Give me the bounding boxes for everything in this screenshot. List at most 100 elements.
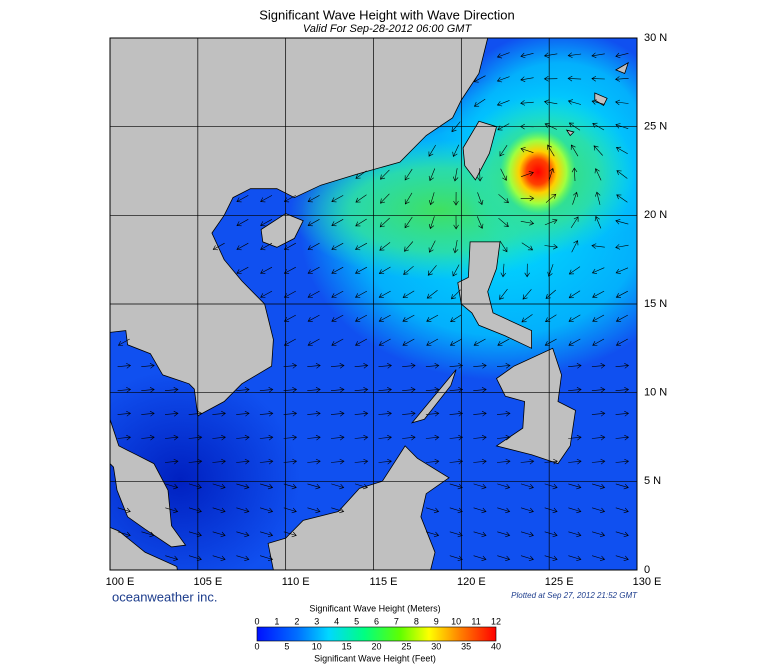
wave-arrow — [521, 171, 534, 177]
wave-arrow — [212, 434, 226, 441]
wave-arrow — [260, 507, 274, 514]
wave-arrow — [520, 531, 534, 538]
wave-arrow — [425, 434, 440, 441]
wave-arrow — [428, 240, 436, 253]
map-title: Significant Wave Height with Wave Direct… — [259, 7, 515, 22]
feet-tick-label: 40 — [491, 641, 501, 651]
map-subtitle: Valid For Sep-28-2012 06:00 GMT — [303, 23, 473, 35]
wave-arrow — [592, 555, 606, 561]
wave-arrow — [212, 555, 226, 561]
wave-arrow — [236, 555, 250, 561]
meters-tick-label: 3 — [314, 616, 319, 626]
wave-arrow — [283, 242, 296, 251]
wave-arrow — [236, 483, 250, 490]
wave-arrow — [404, 241, 414, 252]
wave-arrow — [283, 314, 296, 322]
wave-arrow — [355, 338, 368, 346]
wave-arrow — [498, 217, 509, 227]
wave-arrow — [331, 290, 344, 298]
wave-arrow — [283, 290, 296, 298]
lat-label: 25 N — [644, 121, 667, 133]
wave-arrow — [548, 167, 555, 181]
wave-arrow — [404, 192, 413, 205]
wave-arrow — [378, 410, 392, 417]
wave-arrow — [591, 75, 605, 82]
wave-arrow — [354, 434, 369, 441]
wave-arrow — [572, 191, 579, 205]
wave-arrow — [188, 555, 202, 561]
wave-arrow — [188, 458, 203, 465]
wave-arrow — [592, 338, 605, 346]
wave-arrow — [236, 387, 250, 393]
wave-arrow — [188, 531, 202, 538]
wave-arrow — [117, 363, 132, 369]
wave-arrow — [520, 76, 534, 82]
wave-arrow — [568, 458, 582, 465]
wave-arrow — [496, 100, 510, 107]
wave-arrow — [379, 217, 390, 228]
wave-arrow — [402, 338, 415, 346]
wave-arrow — [449, 338, 462, 346]
wave-arrow — [141, 531, 155, 538]
wave-arrow — [497, 338, 510, 346]
wave-arrow — [141, 434, 155, 441]
storm-core — [500, 130, 576, 214]
wave-arrow — [164, 458, 179, 465]
wave-arrow — [568, 531, 582, 538]
wave-arrow — [473, 458, 487, 465]
wave-arrow — [212, 483, 226, 490]
wave-arrow — [402, 387, 416, 393]
wave-arrow — [283, 483, 297, 490]
wave-arrow — [283, 507, 297, 514]
wave-arrow — [330, 434, 345, 441]
wave-arrow — [615, 244, 629, 250]
wave-arrow — [615, 555, 629, 561]
wave-arrow — [425, 387, 440, 393]
lat-label: 15 N — [644, 298, 667, 310]
wave-arrow — [615, 52, 629, 59]
wave-arrow — [212, 531, 226, 538]
wave-arrow — [544, 243, 558, 250]
wave-arrow — [591, 410, 606, 417]
wave-arrow — [568, 314, 581, 322]
wave-arrow — [477, 192, 484, 206]
wave-arrow — [520, 195, 535, 202]
wave-arrow — [354, 483, 368, 490]
wave-arrow — [452, 264, 460, 277]
wave-arrow — [615, 434, 630, 441]
wave-arrow — [477, 168, 483, 182]
feet-title: Significant Wave Height (Feet) — [314, 653, 436, 663]
wave-arrow — [615, 123, 629, 129]
wave-arrow — [404, 168, 413, 181]
wave-arrow — [188, 483, 202, 490]
wave-arrow — [570, 216, 579, 229]
wave-arrow — [426, 338, 439, 346]
wave-arrow — [568, 363, 582, 369]
lat-label: 10 N — [644, 387, 667, 399]
wave-arrow — [165, 483, 179, 490]
wave-arrow — [473, 434, 487, 441]
wave-arrow — [236, 458, 250, 465]
wave-arrow — [259, 410, 274, 417]
wave-arrow — [570, 144, 579, 157]
wave-arrow — [520, 123, 534, 130]
meters-tick-label: 7 — [394, 616, 399, 626]
feet-tick-label: 0 — [254, 641, 259, 651]
lon-label: 125 E — [545, 576, 574, 588]
wave-arrow — [497, 507, 511, 514]
wave-arrow — [141, 363, 155, 369]
wave-arrow — [307, 266, 320, 274]
wave-arrow — [117, 410, 132, 417]
wave-arrow — [188, 507, 202, 514]
graticule — [110, 38, 637, 570]
wave-arrow — [355, 242, 368, 251]
meters-tick-label: 2 — [294, 616, 299, 626]
landmass — [267, 445, 450, 570]
wave-arrow — [522, 289, 532, 300]
wave-arrow — [592, 314, 605, 322]
lat-label: 5 N — [644, 475, 661, 487]
wave-arrow — [567, 99, 581, 105]
wave-arrow — [571, 240, 579, 253]
wave-arrow — [543, 99, 558, 106]
